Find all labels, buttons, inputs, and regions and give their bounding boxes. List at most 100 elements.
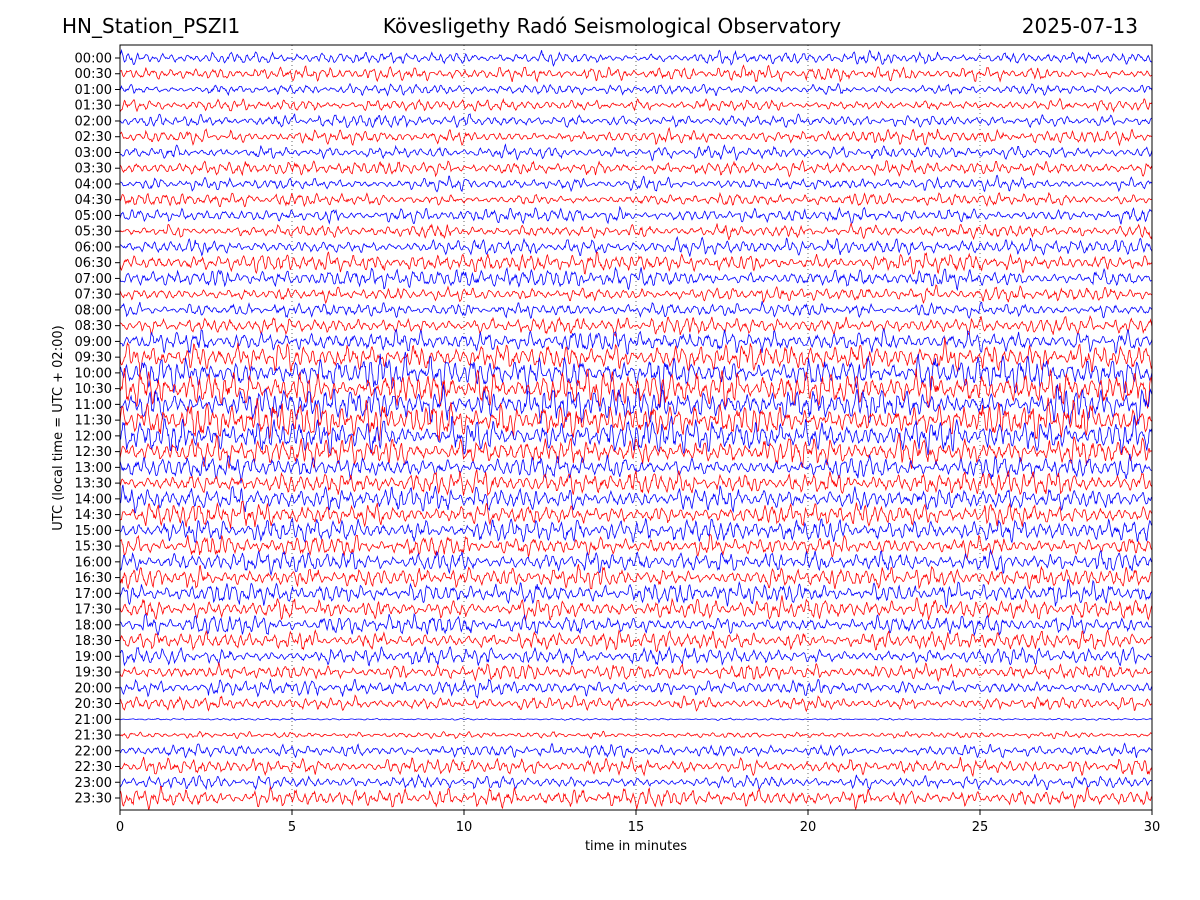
- seismic-trace: [119, 742, 1153, 759]
- y-tick-label: 15:00: [75, 524, 112, 539]
- y-tick-label: 16:00: [75, 555, 112, 570]
- y-tick-label: 18:00: [75, 618, 112, 633]
- seismic-trace: [119, 678, 1153, 699]
- y-tick-label: 06:00: [75, 240, 112, 255]
- seismic-trace: [119, 351, 1153, 395]
- seismic-trace: [119, 205, 1153, 225]
- seismic-trace: [119, 786, 1153, 811]
- y-tick-label: 20:30: [75, 697, 112, 712]
- y-tick-label: 07:00: [75, 272, 112, 287]
- seismic-trace: [119, 564, 1153, 590]
- x-axis-label: time in minutes: [585, 839, 687, 854]
- date-title: 2025-07-13: [1021, 14, 1138, 38]
- seismic-trace: [119, 595, 1153, 621]
- y-tick-label: 14:30: [75, 508, 112, 523]
- y-tick-label: 01:00: [75, 83, 112, 98]
- seismic-trace: [119, 266, 1153, 291]
- y-tick-label: 09:30: [75, 351, 112, 366]
- seismic-trace: [119, 397, 1153, 442]
- y-axis-label: UTC (local time = UTC + 02:00): [51, 325, 66, 530]
- x-tick-label: 5: [288, 820, 296, 835]
- seismic-trace: [119, 315, 1153, 338]
- seismic-trace: [119, 694, 1153, 713]
- x-tick-label: 30: [1144, 820, 1161, 835]
- seismic-trace: [119, 284, 1153, 305]
- y-tick-label: 12:30: [75, 445, 112, 460]
- seismic-trace: [120, 235, 1153, 257]
- y-tick-label: 13:00: [75, 461, 112, 476]
- seismic-trace: [119, 64, 1152, 83]
- seismic-trace: [119, 469, 1153, 497]
- axes: [115, 44, 1153, 815]
- y-tick-label: 00:00: [75, 52, 112, 67]
- seismic-trace: [119, 126, 1153, 147]
- seismic-trace: [119, 432, 1153, 469]
- station-title: HN_Station_PSZI1: [62, 14, 241, 38]
- seismic-trace: [120, 517, 1153, 544]
- y-tick-label: 06:30: [75, 256, 112, 271]
- seismic-trace: [119, 337, 1153, 374]
- y-tick-label: 04:00: [75, 177, 112, 192]
- seismic-trace: [119, 174, 1153, 193]
- y-tick-label: 03:00: [75, 146, 112, 161]
- seismic-trace: [119, 383, 1153, 425]
- y-tick-label: 01:30: [75, 99, 112, 114]
- y-tick-label: 04:30: [75, 193, 112, 208]
- seismic-trace: [119, 645, 1153, 667]
- y-tick-label: 20:00: [75, 681, 112, 696]
- y-tick-label: 17:30: [75, 603, 112, 618]
- x-tick-label: 25: [972, 820, 989, 835]
- y-tick-label: 16:30: [75, 571, 112, 586]
- y-tick-label: 08:30: [75, 319, 112, 334]
- seismic-trace: [119, 159, 1153, 178]
- seismic-trace: [119, 327, 1153, 355]
- seismic-trace: [119, 82, 1153, 97]
- y-tick-label: 07:30: [75, 288, 112, 303]
- seismic-trace: [119, 191, 1153, 208]
- seismic-trace: [119, 143, 1153, 162]
- seismic-trace: [119, 548, 1153, 577]
- y-tick-label: 23:30: [75, 792, 112, 807]
- seismic-trace: [119, 367, 1153, 409]
- seismic-trace: [119, 756, 1153, 778]
- x-tick-label: 0: [116, 820, 124, 835]
- y-tick-label: 05:30: [75, 225, 112, 240]
- y-tick-label: 21:00: [75, 713, 112, 728]
- seismic-trace: [119, 222, 1153, 241]
- seismic-trace: [119, 453, 1153, 484]
- y-tick-label: 02:30: [75, 130, 112, 145]
- seismic-trace: [119, 629, 1153, 653]
- y-tick-label: 21:30: [75, 729, 112, 744]
- seismic-trace: [119, 97, 1153, 113]
- trace-layer: [119, 48, 1153, 811]
- y-tick-label: 02:00: [75, 114, 112, 129]
- y-tick-label: 12:00: [75, 429, 112, 444]
- seismic-trace: [119, 484, 1153, 514]
- y-tick-label: 22:00: [75, 744, 112, 759]
- seismic-trace: [119, 251, 1153, 275]
- y-tick-label: 13:30: [75, 477, 112, 492]
- y-tick-label: 10:30: [75, 382, 112, 397]
- y-tick-label: 15:30: [75, 540, 112, 555]
- seismic-trace: [119, 48, 1153, 67]
- y-tick-label: 08:00: [75, 303, 112, 318]
- seismic-trace: [120, 717, 1152, 721]
- y-tick-label: 00:30: [75, 67, 112, 82]
- y-tick-label: 23:00: [75, 776, 112, 791]
- y-tick-label: 09:00: [75, 335, 112, 350]
- y-tick-label: 14:00: [75, 492, 112, 507]
- y-tick-label: 11:00: [75, 398, 112, 413]
- y-tick-label: 11:30: [75, 414, 112, 429]
- y-tick-label: 10:00: [75, 366, 112, 381]
- seismic-trace: [119, 534, 1153, 560]
- seismic-trace: [119, 414, 1153, 456]
- seismic-trace: [119, 661, 1153, 683]
- grid-lines: [291, 45, 981, 810]
- y-tick-label: 19:00: [75, 650, 112, 665]
- observatory-title: Kövesligethy Radó Seismological Observat…: [382, 14, 842, 38]
- x-tick-label: 20: [800, 820, 817, 835]
- x-tick-label: 10: [456, 820, 473, 835]
- seismic-trace: [119, 301, 1153, 319]
- x-tick-label: 15: [628, 820, 645, 835]
